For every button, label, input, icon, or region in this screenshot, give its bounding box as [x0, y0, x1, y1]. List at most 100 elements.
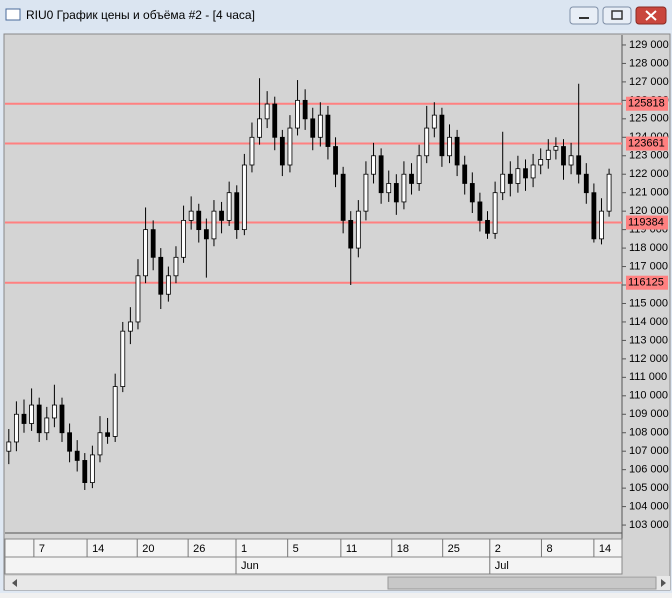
- candle-body: [515, 168, 521, 184]
- y-tick-label: 128 000: [629, 57, 669, 69]
- y-tick-label: 108 000: [629, 427, 669, 439]
- y-tick-label: 105 000: [629, 482, 669, 494]
- x-tick-label: 11: [346, 543, 357, 555]
- candle-body: [538, 159, 544, 166]
- candle-body: [431, 114, 437, 129]
- candle-body: [295, 99, 300, 129]
- y-tick-label: 123 000: [629, 150, 669, 162]
- candle-body: [211, 210, 217, 240]
- candle-body: [203, 229, 209, 240]
- plot-area: [5, 35, 622, 533]
- candle-body: [226, 192, 232, 221]
- x-tick-label: 26: [193, 543, 205, 555]
- level-label: 125818: [628, 98, 665, 110]
- level-label-box: [626, 96, 668, 111]
- candle-body: [89, 454, 95, 483]
- restore-icon: [611, 10, 623, 20]
- candle-body: [74, 450, 80, 461]
- candle-body: [355, 210, 361, 249]
- candle-body: [568, 155, 574, 166]
- window-icon: [5, 8, 21, 21]
- candle-body: [340, 173, 346, 221]
- candle-body: [196, 210, 202, 231]
- month-label: Jun: [241, 560, 259, 572]
- candle-body: [591, 192, 597, 240]
- candle-body: [264, 103, 270, 120]
- candle-body: [462, 164, 468, 184]
- candle-body: [401, 173, 407, 203]
- candle-body: [112, 386, 118, 437]
- x-tick-label: 18: [397, 543, 409, 555]
- candle-body: [477, 201, 483, 221]
- candle-body: [416, 155, 422, 184]
- level-label-box: [626, 215, 668, 230]
- candle-body: [241, 164, 247, 231]
- candle-body: [143, 229, 148, 277]
- minimize-button[interactable]: [569, 6, 599, 25]
- candle-body: [333, 146, 338, 175]
- candle-body: [36, 404, 42, 434]
- x-tick-label: 14: [599, 543, 611, 555]
- x-tick-label: 25: [448, 543, 460, 555]
- x-tick-label: 5: [293, 543, 299, 555]
- candle-body: [469, 183, 475, 203]
- level-label: 123661: [628, 137, 665, 149]
- candle-body: [105, 432, 110, 437]
- month-axis: [4, 556, 623, 575]
- y-tick-label: 117 000: [629, 260, 668, 272]
- candle-body: [485, 219, 490, 234]
- candle-body: [576, 155, 582, 175]
- y-tick-label: 109 000: [629, 408, 669, 420]
- title-bar: [0, 0, 672, 30]
- candle-body: [257, 118, 262, 138]
- y-tick-label: 113 000: [629, 334, 668, 346]
- scroll-thumb[interactable]: [387, 576, 657, 590]
- candle-body: [51, 404, 57, 419]
- window-title: RIU0 График цены и объёма #2 - [4 часа]: [26, 8, 255, 22]
- restore-button[interactable]: [602, 6, 632, 25]
- candle-body: [545, 149, 551, 160]
- candle-body: [272, 103, 278, 138]
- y-tick-label: 104 000: [629, 501, 669, 513]
- y-tick-label: 127 000: [629, 76, 669, 88]
- y-tick-label: 122 000: [629, 168, 669, 180]
- candle-body: [59, 404, 65, 434]
- scroll-left[interactable]: [12, 579, 17, 587]
- candle-body: [378, 155, 384, 194]
- candle-body: [13, 413, 19, 443]
- y-tick-label: 107 000: [629, 445, 669, 457]
- y-tick-label: 106 000: [629, 464, 669, 476]
- candle-body: [325, 114, 331, 147]
- candle-body: [454, 136, 460, 166]
- candle-body: [530, 164, 536, 179]
- candle-body: [363, 173, 369, 212]
- candle-body: [348, 219, 354, 249]
- candle-body: [127, 321, 133, 332]
- x-tick-label: 8: [546, 543, 552, 555]
- candle-body: [583, 173, 589, 194]
- y-tick-label: 121 000: [629, 187, 669, 199]
- level-label-box: [626, 275, 668, 290]
- y-tick-label: 110 000: [629, 390, 668, 402]
- candle-body: [188, 210, 194, 221]
- candle-body: [599, 210, 604, 240]
- y-tick-label: 112 000: [629, 353, 668, 365]
- scroll-right[interactable]: [661, 579, 666, 587]
- candle-body: [135, 275, 141, 323]
- candle-body: [120, 330, 126, 387]
- y-tick-label: 120 000: [629, 205, 669, 217]
- candle-body: [219, 210, 224, 221]
- candle-body: [181, 219, 186, 258]
- candle-body: [507, 173, 513, 184]
- candle-body: [21, 413, 27, 424]
- candle-body: [317, 114, 323, 138]
- y-tick-label: 114 000: [629, 316, 668, 328]
- candle-body: [302, 99, 308, 120]
- candle-body: [606, 173, 612, 212]
- candle-body: [234, 192, 240, 231]
- x-tick-label: 20: [142, 543, 154, 555]
- y-tick-label: 111 000: [629, 371, 667, 383]
- candle-body: [447, 136, 452, 157]
- level-label: 119384: [628, 216, 664, 228]
